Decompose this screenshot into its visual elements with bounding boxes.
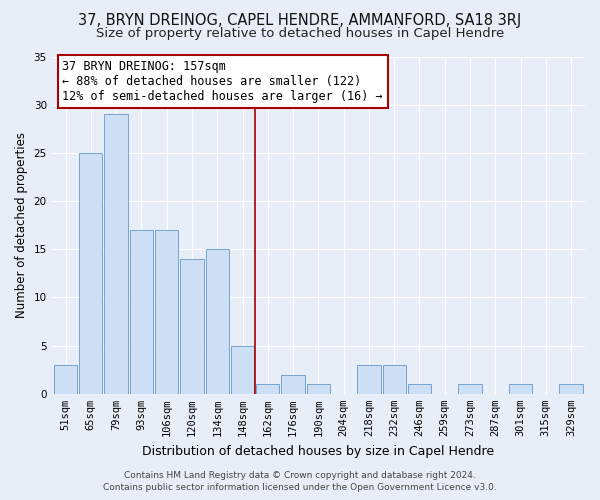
Bar	[231, 346, 254, 394]
Bar	[181, 259, 203, 394]
Bar	[79, 153, 103, 394]
Bar	[408, 384, 431, 394]
Bar	[155, 230, 178, 394]
Bar	[509, 384, 532, 394]
Text: Contains HM Land Registry data © Crown copyright and database right 2024.
Contai: Contains HM Land Registry data © Crown c…	[103, 471, 497, 492]
Bar	[206, 249, 229, 394]
Text: Size of property relative to detached houses in Capel Hendre: Size of property relative to detached ho…	[96, 28, 504, 40]
Bar	[357, 365, 380, 394]
Text: 37, BRYN DREINOG, CAPEL HENDRE, AMMANFORD, SA18 3RJ: 37, BRYN DREINOG, CAPEL HENDRE, AMMANFOR…	[79, 12, 521, 28]
Bar	[559, 384, 583, 394]
Y-axis label: Number of detached properties: Number of detached properties	[15, 132, 28, 318]
Text: 37 BRYN DREINOG: 157sqm
← 88% of detached houses are smaller (122)
12% of semi-d: 37 BRYN DREINOG: 157sqm ← 88% of detache…	[62, 60, 383, 103]
Bar	[130, 230, 153, 394]
Bar	[54, 365, 77, 394]
Bar	[458, 384, 482, 394]
Bar	[281, 374, 305, 394]
Bar	[307, 384, 330, 394]
Bar	[256, 384, 280, 394]
Bar	[104, 114, 128, 394]
X-axis label: Distribution of detached houses by size in Capel Hendre: Distribution of detached houses by size …	[142, 444, 494, 458]
Bar	[383, 365, 406, 394]
